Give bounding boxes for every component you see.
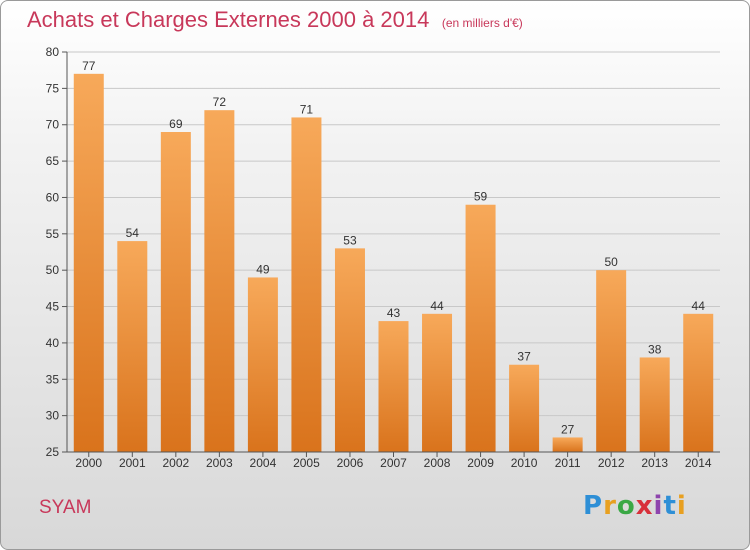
x-tick-label: 2007 (380, 456, 407, 470)
y-tick-label: 55 (46, 227, 60, 241)
logo-letter: i (653, 491, 664, 521)
logo-letter: o (616, 491, 636, 521)
bar-value-label: 69 (169, 117, 183, 131)
x-tick-label: 2000 (75, 456, 102, 470)
commune-name: SYAM (39, 497, 92, 518)
y-tick-label: 60 (46, 190, 60, 204)
x-tick-label: 2003 (206, 456, 233, 470)
proxiti-logo[interactable]: Proxiti (583, 491, 687, 521)
y-tick-label: 75 (46, 81, 60, 95)
x-tick-label: 2014 (685, 456, 712, 470)
bar-2011 (552, 437, 583, 452)
bars: 77 54 69 72 49 71 53 43 44 59 37 27 50 38 44 (73, 59, 714, 453)
y-tick-label: 70 (46, 118, 60, 132)
bar-value-label: 72 (213, 95, 227, 109)
bar-2007 (378, 321, 409, 452)
y-tick-label: 25 (46, 445, 60, 459)
bar-2010 (509, 364, 540, 452)
bar-2000 (73, 73, 104, 453)
bar-value-label: 27 (561, 422, 575, 436)
x-tick-label: 2013 (641, 456, 668, 470)
x-tick-label: 2006 (337, 456, 364, 470)
x-tick-label: 2011 (555, 456, 581, 470)
x-tick-label: 2009 (467, 456, 494, 470)
bar-value-label: 77 (82, 59, 96, 73)
logo-letter: r (603, 491, 617, 521)
bar-2001 (117, 241, 148, 452)
bar-value-label: 71 (300, 102, 314, 116)
bar-2005 (291, 117, 322, 453)
logo-letter: t (663, 491, 677, 521)
bar-value-label: 44 (430, 299, 444, 313)
logo-letter: i (676, 491, 687, 521)
bar-2004 (247, 277, 278, 452)
bar-value-label: 59 (474, 190, 488, 204)
bar-value-label: 49 (256, 262, 270, 276)
bar-2013 (639, 357, 670, 452)
y-tick-label: 50 (46, 263, 60, 277)
x-tick-label: 2010 (511, 456, 538, 470)
y-tick-label: 40 (46, 336, 60, 350)
x-tick-label: 2004 (250, 456, 277, 470)
bar-2002 (160, 132, 191, 452)
bar-value-label: 43 (387, 306, 401, 320)
bar-value-label: 37 (517, 350, 531, 364)
x-tick-label: 2012 (598, 456, 625, 470)
bar-2003 (204, 110, 235, 452)
chart-subtitle: (en milliers d'€) (441, 16, 523, 30)
bar-2014 (683, 313, 714, 452)
bar-2008 (422, 313, 453, 452)
logo-letter: P (583, 491, 604, 521)
x-tick-label: 2001 (119, 456, 146, 470)
chart-title-row: Achats et Charges Externes 2000 à 2014 (… (27, 7, 523, 33)
bar-2009 (465, 204, 496, 452)
bar-value-label: 54 (126, 226, 140, 240)
bar-value-label: 44 (692, 299, 706, 313)
chart-title: Achats et Charges Externes 2000 à 2014 (27, 7, 430, 32)
x-tick-label: 2008 (424, 456, 451, 470)
y-tick-label: 80 (46, 45, 60, 59)
x-tick-label: 2002 (162, 456, 189, 470)
bar-2012 (596, 270, 627, 452)
y-tick-label: 30 (46, 409, 60, 423)
axes: 25 30 35 40 45 50 55 60 65 70 75 80 2000 2001 2002 2003… (46, 45, 720, 470)
x-tick-label: 2005 (293, 456, 320, 470)
y-tick-label: 65 (46, 154, 60, 168)
y-tick-label: 45 (46, 300, 60, 314)
logo-letter: x (635, 491, 654, 521)
bar-value-label: 53 (343, 233, 357, 247)
bar-value-label: 50 (604, 255, 618, 269)
y-tick-label: 35 (46, 372, 60, 386)
bar-value-label: 38 (648, 342, 662, 356)
bar-2006 (334, 248, 365, 452)
